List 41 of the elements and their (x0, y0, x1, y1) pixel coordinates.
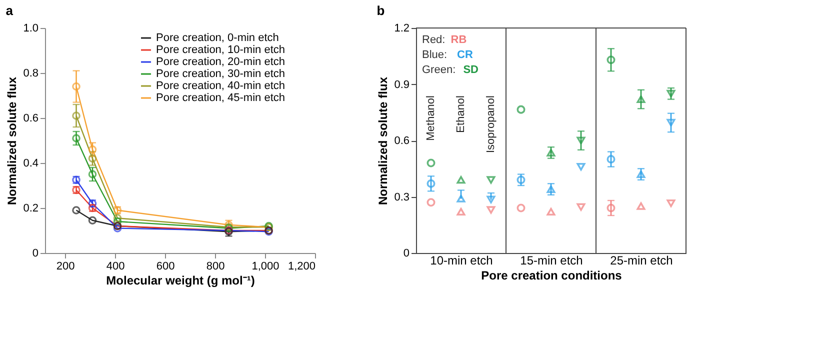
y-tick-label: 0.9 (394, 78, 410, 91)
y-tick-label: 0.6 (394, 135, 410, 147)
x-tick-label: 10-min etch (430, 254, 493, 268)
x-axis-title: Pore creation conditions (481, 268, 622, 282)
text: RB (450, 34, 467, 46)
y-axis-title: Normalized solute flux (376, 76, 390, 206)
legend-label: Pore creation, 40-min etch (156, 80, 286, 92)
x-tick-label: 1,200 (288, 260, 316, 272)
y-tick-label: 0 (403, 248, 410, 260)
annotation: Red: (422, 34, 446, 46)
text: SD (463, 64, 479, 76)
y-tick-label: 0 (32, 248, 38, 260)
y-tick-label: 0.8 (23, 68, 38, 80)
y-tick-label: 0.2 (23, 202, 38, 214)
y-tick-label: 0.3 (394, 191, 410, 204)
legend-label: Pore creation, 10-min etch (156, 44, 286, 56)
legend-label: Pore creation, 20-min etch (156, 56, 286, 68)
x-tick-label: 25-min etch (610, 254, 673, 268)
annotation: Isopropanol (485, 96, 497, 153)
x-tick-label: 1,000 (252, 260, 280, 272)
x-axis-title: Molecular weight (g mol⁻¹) (106, 274, 255, 288)
text: CR (457, 49, 473, 61)
y-axis-title: Normalized solute flux (5, 76, 20, 206)
legend-label: Pore creation, 30-min etch (156, 68, 286, 80)
annotation: Ethanol (455, 96, 467, 133)
y-tick-label: 0.6 (23, 112, 38, 124)
chart-title: b (376, 3, 385, 18)
x-tick-label: 200 (56, 260, 75, 272)
annotation: Blue: (422, 49, 448, 61)
y-tick-label: 1.2 (394, 22, 410, 34)
x-tick-label: 600 (156, 260, 175, 272)
y-tick-label: 0.4 (23, 158, 38, 170)
annotation: Methanol (425, 96, 437, 141)
legend-label: Pore creation, 45-min etch (156, 92, 286, 104)
legend-label: Pore creation, 0-min etch (156, 32, 279, 44)
y-tick-label: 1.0 (23, 22, 38, 34)
x-tick-label: 15-min etch (520, 254, 583, 268)
annotation: Green: (422, 64, 456, 76)
x-tick-label: 800 (206, 260, 225, 272)
chart-title: a (6, 3, 14, 18)
x-tick-label: 400 (106, 260, 125, 272)
